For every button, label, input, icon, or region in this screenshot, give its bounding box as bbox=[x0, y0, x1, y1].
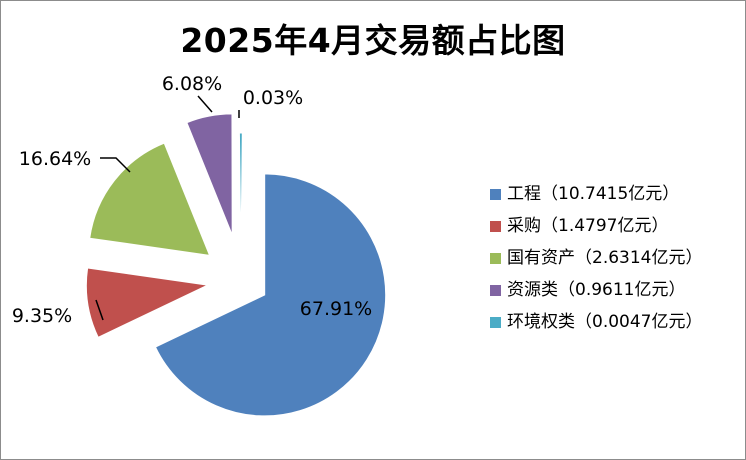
leader-line-4 bbox=[197, 95, 213, 113]
percent-label-5: 0.03% bbox=[243, 87, 303, 109]
pie-slice-3 bbox=[89, 142, 211, 256]
pie-slices bbox=[85, 113, 387, 417]
legend: 工程（10.7415亿元） 采购（1.4797亿元） 国有资产（2.6314亿元） 资… bbox=[490, 178, 702, 338]
pie-slice-4 bbox=[186, 113, 233, 236]
percent-label-3: 16.64% bbox=[19, 148, 91, 170]
legend-label: 国有资产（2.6314亿元） bbox=[507, 248, 703, 268]
leader-line-3 bbox=[100, 157, 131, 173]
legend-swatch bbox=[490, 316, 501, 328]
legend-item-4: 资源类（0.9611亿元） bbox=[490, 274, 702, 306]
pie-slice-5 bbox=[238, 132, 243, 255]
chart-title: 2025年4月交易额占比图 bbox=[180, 21, 566, 60]
legend-swatch bbox=[490, 252, 501, 264]
legend-item-2: 采购（1.4797亿元） bbox=[490, 210, 702, 242]
legend-swatch bbox=[490, 188, 501, 200]
legend-label: 采购（1.4797亿元） bbox=[507, 216, 669, 236]
pie-slice-1 bbox=[154, 173, 387, 417]
legend-label: 环境权类（0.0047亿元） bbox=[507, 312, 703, 332]
legend-item-1: 工程（10.7415亿元） bbox=[490, 178, 702, 210]
percent-labels: 67.91% 9.35% 16.64% 6.08% 0.03% bbox=[12, 73, 372, 327]
legend-swatch bbox=[490, 220, 501, 232]
legend-item-5: 环境权类（0.0047亿元） bbox=[490, 306, 702, 338]
legend-swatch bbox=[490, 284, 501, 296]
legend-label: 资源类（0.9611亿元） bbox=[507, 280, 686, 300]
percent-label-4: 6.08% bbox=[162, 73, 222, 95]
percent-label-2: 9.35% bbox=[12, 305, 72, 327]
leader-line-2 bbox=[95, 299, 104, 321]
legend-item-3: 国有资产（2.6314亿元） bbox=[490, 242, 702, 274]
pie-slice-2 bbox=[85, 267, 210, 338]
legend-label: 工程（10.7415亿元） bbox=[507, 184, 680, 204]
percent-label-1: 67.91% bbox=[300, 298, 372, 320]
leader-lines bbox=[95, 95, 240, 321]
